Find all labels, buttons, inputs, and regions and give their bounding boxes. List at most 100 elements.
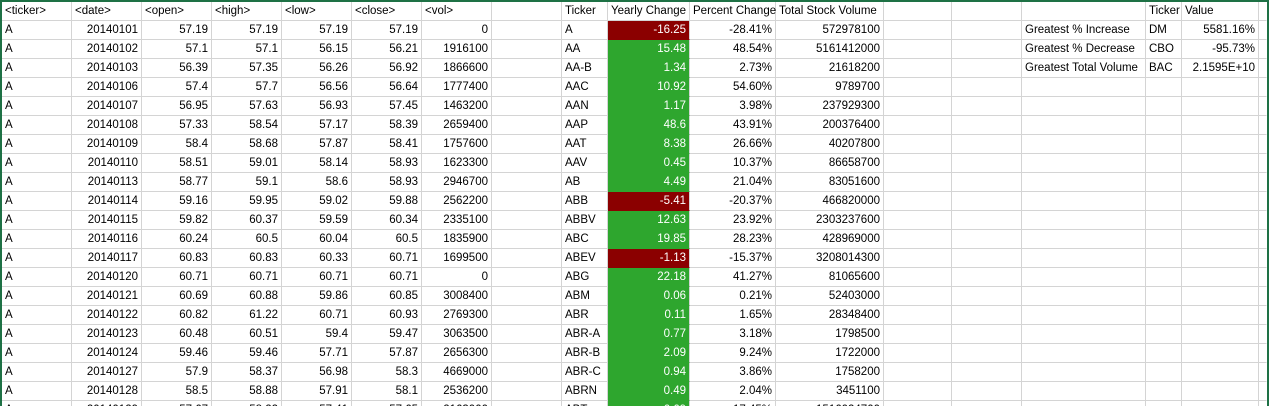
- cell-close[interactable]: 57.45: [352, 97, 422, 116]
- cell-greatest-label[interactable]: Greatest % Increase: [1022, 21, 1146, 40]
- cell-total-volume[interactable]: 200376400: [776, 116, 884, 135]
- empty-cell[interactable]: [1182, 192, 1259, 211]
- cell-summary-ticker[interactable]: ABBV: [562, 211, 608, 230]
- header-close[interactable]: <close>: [352, 2, 422, 21]
- cell-date[interactable]: 20140128: [72, 382, 142, 401]
- empty-cell[interactable]: [1022, 249, 1146, 268]
- empty-cell[interactable]: [952, 135, 1022, 154]
- cell-open[interactable]: 59.46: [142, 344, 212, 363]
- empty-cell[interactable]: [1259, 78, 1267, 97]
- cell-low[interactable]: 59.02: [282, 192, 352, 211]
- cell-percent-change[interactable]: 9.24%: [690, 344, 776, 363]
- cell-date[interactable]: 20140127: [72, 363, 142, 382]
- empty-cell[interactable]: [492, 135, 562, 154]
- cell-vol[interactable]: 2335100: [422, 211, 492, 230]
- cell-summary-ticker[interactable]: ABG: [562, 268, 608, 287]
- empty-cell[interactable]: [952, 97, 1022, 116]
- cell-close[interactable]: 60.5: [352, 230, 422, 249]
- cell-vol[interactable]: 2656300: [422, 344, 492, 363]
- cell-high[interactable]: 58.88: [212, 382, 282, 401]
- cell-low[interactable]: 56.98: [282, 363, 352, 382]
- cell-total-volume[interactable]: 9789700: [776, 78, 884, 97]
- cell-low[interactable]: 60.71: [282, 268, 352, 287]
- cell-low[interactable]: 60.04: [282, 230, 352, 249]
- cell-low[interactable]: 56.15: [282, 40, 352, 59]
- cell-percent-change[interactable]: 1.65%: [690, 306, 776, 325]
- cell-yearly-change[interactable]: 0.45: [608, 154, 690, 173]
- cell-date[interactable]: 20140123: [72, 325, 142, 344]
- empty-cell[interactable]: [1022, 363, 1146, 382]
- cell-vol[interactable]: 1916100: [422, 40, 492, 59]
- cell-low[interactable]: 58.14: [282, 154, 352, 173]
- cell-summary-ticker[interactable]: AAT: [562, 135, 608, 154]
- cell-close[interactable]: 57.19: [352, 21, 422, 40]
- empty-cell[interactable]: [884, 401, 952, 406]
- cell-total-volume[interactable]: 2303237600: [776, 211, 884, 230]
- cell-ticker[interactable]: A: [2, 287, 72, 306]
- empty-cell[interactable]: [1259, 268, 1267, 287]
- cell-yearly-change[interactable]: 10.92: [608, 78, 690, 97]
- cell-vol[interactable]: 1623300: [422, 154, 492, 173]
- empty-cell[interactable]: [1182, 306, 1259, 325]
- cell-open[interactable]: 60.24: [142, 230, 212, 249]
- empty-cell[interactable]: [1259, 154, 1267, 173]
- empty-cell[interactable]: [952, 230, 1022, 249]
- empty-cell[interactable]: [884, 306, 952, 325]
- cell-high[interactable]: 60.88: [212, 287, 282, 306]
- cell-total-volume[interactable]: 428969000: [776, 230, 884, 249]
- empty-cell[interactable]: [1146, 401, 1182, 406]
- empty-cell[interactable]: [952, 2, 1022, 21]
- cell-percent-change[interactable]: 48.54%: [690, 40, 776, 59]
- empty-cell[interactable]: [492, 325, 562, 344]
- cell-high[interactable]: 58.37: [212, 363, 282, 382]
- cell-close[interactable]: 60.71: [352, 249, 422, 268]
- cell-total-volume[interactable]: 237929300: [776, 97, 884, 116]
- empty-cell[interactable]: [1146, 268, 1182, 287]
- cell-high[interactable]: 57.19: [212, 21, 282, 40]
- empty-cell[interactable]: [1022, 382, 1146, 401]
- cell-vol[interactable]: 3008400: [422, 287, 492, 306]
- cell-open[interactable]: 58.77: [142, 173, 212, 192]
- header-greatest-value[interactable]: Value: [1182, 2, 1259, 21]
- empty-cell[interactable]: [1182, 382, 1259, 401]
- cell-high[interactable]: 60.37: [212, 211, 282, 230]
- empty-cell[interactable]: [1259, 135, 1267, 154]
- cell-summary-ticker[interactable]: ABEV: [562, 249, 608, 268]
- cell-ticker[interactable]: A: [2, 59, 72, 78]
- cell-date[interactable]: 20140106: [72, 78, 142, 97]
- cell-low[interactable]: 58.6: [282, 173, 352, 192]
- cell-date[interactable]: 20140103: [72, 59, 142, 78]
- empty-cell[interactable]: [884, 192, 952, 211]
- cell-greatest-ticker[interactable]: DM: [1146, 21, 1182, 40]
- cell-percent-change[interactable]: 28.23%: [690, 230, 776, 249]
- cell-high[interactable]: 60.71: [212, 268, 282, 287]
- cell-ticker[interactable]: A: [2, 325, 72, 344]
- cell-date[interactable]: 20140117: [72, 249, 142, 268]
- cell-open[interactable]: 58.51: [142, 154, 212, 173]
- empty-cell[interactable]: [1146, 287, 1182, 306]
- cell-yearly-change[interactable]: 4.49: [608, 173, 690, 192]
- cell-summary-ticker[interactable]: ABR-A: [562, 325, 608, 344]
- cell-yearly-change[interactable]: 48.6: [608, 116, 690, 135]
- cell-date[interactable]: 20140122: [72, 306, 142, 325]
- empty-cell[interactable]: [1259, 2, 1267, 21]
- cell-ticker[interactable]: A: [2, 249, 72, 268]
- cell-total-volume[interactable]: 52403000: [776, 287, 884, 306]
- empty-cell[interactable]: [884, 325, 952, 344]
- empty-cell[interactable]: [1182, 363, 1259, 382]
- empty-cell[interactable]: [1182, 344, 1259, 363]
- cell-total-volume[interactable]: 1758200: [776, 363, 884, 382]
- empty-cell[interactable]: [1146, 78, 1182, 97]
- cell-summary-ticker[interactable]: AA-B: [562, 59, 608, 78]
- cell-open[interactable]: 60.82: [142, 306, 212, 325]
- cell-greatest-label[interactable]: Greatest Total Volume: [1022, 59, 1146, 78]
- cell-summary-ticker[interactable]: ABR: [562, 306, 608, 325]
- empty-cell[interactable]: [1022, 268, 1146, 287]
- empty-cell[interactable]: [1182, 154, 1259, 173]
- empty-cell[interactable]: [884, 59, 952, 78]
- cell-date[interactable]: 20140102: [72, 40, 142, 59]
- empty-cell[interactable]: [1259, 192, 1267, 211]
- cell-yearly-change[interactable]: 19.85: [608, 230, 690, 249]
- cell-percent-change[interactable]: -20.37%: [690, 192, 776, 211]
- cell-date[interactable]: 20140120: [72, 268, 142, 287]
